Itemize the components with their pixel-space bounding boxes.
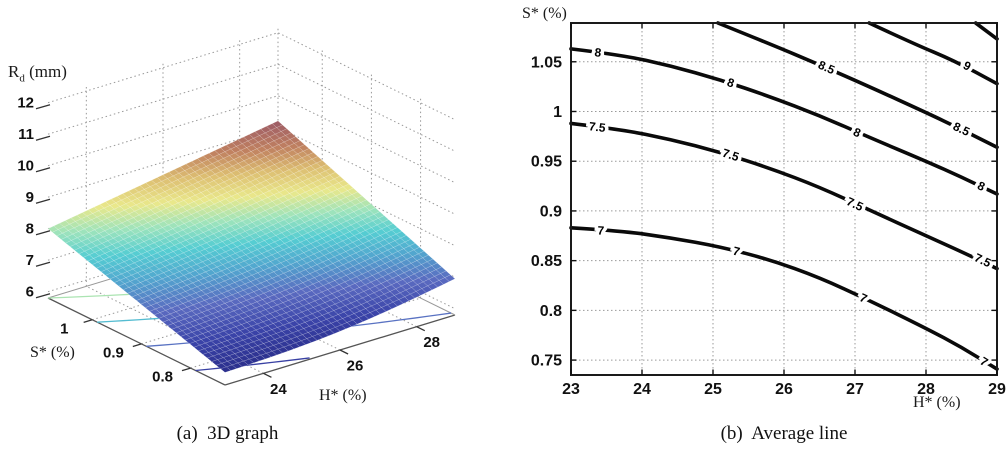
z-tick-mark — [35, 167, 51, 173]
y-tick-label: 0.75 — [531, 353, 562, 370]
y-axis-label-contour: S* (%) — [522, 5, 567, 22]
x-tick-label: 29 — [988, 381, 1006, 398]
s-tick-mark — [181, 367, 191, 372]
floor-contour-trace — [195, 357, 310, 372]
y-tick-label: 0.85 — [531, 253, 562, 270]
contour-line-8.5 — [716, 21, 999, 150]
contour-label-7: 7 — [597, 223, 605, 237]
x-tick-label: 24 — [633, 381, 651, 398]
caption-panel-b: (b) Average line — [720, 423, 848, 444]
z-tick-mark — [35, 230, 51, 236]
z-axis-label-base: R — [8, 62, 20, 81]
z-tick-mark — [35, 135, 51, 141]
y-tick-label: 0.95 — [531, 154, 562, 171]
contour-label-8: 8 — [594, 45, 603, 60]
contour-label-7.5: 7.5 — [588, 119, 607, 135]
z-tick-label: 12 — [17, 95, 34, 112]
z-tick-mark — [35, 198, 51, 204]
z-tick-mark — [35, 293, 51, 299]
z-tick-mark — [35, 261, 51, 267]
y-tick-label: 0.8 — [540, 303, 562, 320]
contour-label-8.5: 8.5 — [816, 58, 837, 78]
contour-line-9 — [867, 21, 999, 86]
y-tick-label: 1 — [553, 104, 562, 121]
s-tick-label: 0.8 — [152, 369, 173, 386]
floor-grid-line — [92, 249, 323, 321]
contour-label-8.5: 8.5 — [951, 119, 972, 139]
h-tick-mark — [339, 349, 349, 355]
caption-panel-a: (a) 3D graph — [176, 423, 279, 444]
h-tick-label: 26 — [347, 358, 364, 375]
z-tick-label: 7 — [26, 252, 34, 269]
s-axis-label-3d: S* (%) — [30, 344, 75, 361]
contour-label-8: 8 — [975, 178, 987, 194]
z-tick-mark — [35, 104, 51, 110]
s-tick-label: 1 — [60, 320, 68, 337]
x-tick-label: 27 — [846, 381, 864, 398]
h-axis-label-3d: H* (%) — [319, 387, 367, 404]
surface-mesh — [47, 120, 456, 373]
x-tick-label: 26 — [775, 381, 793, 398]
floor-grid-line — [86, 285, 264, 374]
z-axis-label-subscript: d — [19, 72, 25, 85]
s-tick-label: 0.9 — [103, 344, 124, 361]
z-tick-label: 11 — [18, 126, 34, 143]
y-tick-label: 1.05 — [531, 54, 562, 71]
x-axis-label-contour: H* (%) — [913, 394, 961, 411]
h-tick-label: 28 — [423, 334, 440, 351]
x-tick-label: 28 — [917, 381, 935, 398]
s-tick-mark — [132, 343, 142, 348]
contour-line-7.5 — [569, 121, 999, 271]
z-tick-label: 8 — [26, 221, 34, 238]
contour-line-8 — [569, 47, 999, 196]
h-tick-label: 24 — [270, 381, 287, 398]
z-axis-label: Rd (mm) — [8, 62, 67, 84]
s-tick-mark — [83, 319, 93, 323]
x-tick-label: 25 — [704, 381, 722, 398]
y-tick-label: 0.9 — [540, 203, 562, 220]
x-tick-label: 23 — [562, 381, 580, 398]
z-tick-label: 6 — [26, 284, 34, 301]
surface-3d-chart: 1 0.9 0.8 24 26 28 12 11 10 9 8 7 6 — [17, 26, 456, 398]
h-tick-mark — [263, 372, 272, 378]
contour-line-7 — [569, 226, 999, 371]
z-axis-label-unit: (mm) — [24, 62, 67, 81]
z-grid-line — [47, 32, 456, 121]
contour-line-9.5 — [973, 21, 999, 41]
z-tick-label: 10 — [17, 158, 34, 175]
h-tick-mark — [416, 326, 426, 332]
z-tick-label: 9 — [26, 189, 34, 206]
